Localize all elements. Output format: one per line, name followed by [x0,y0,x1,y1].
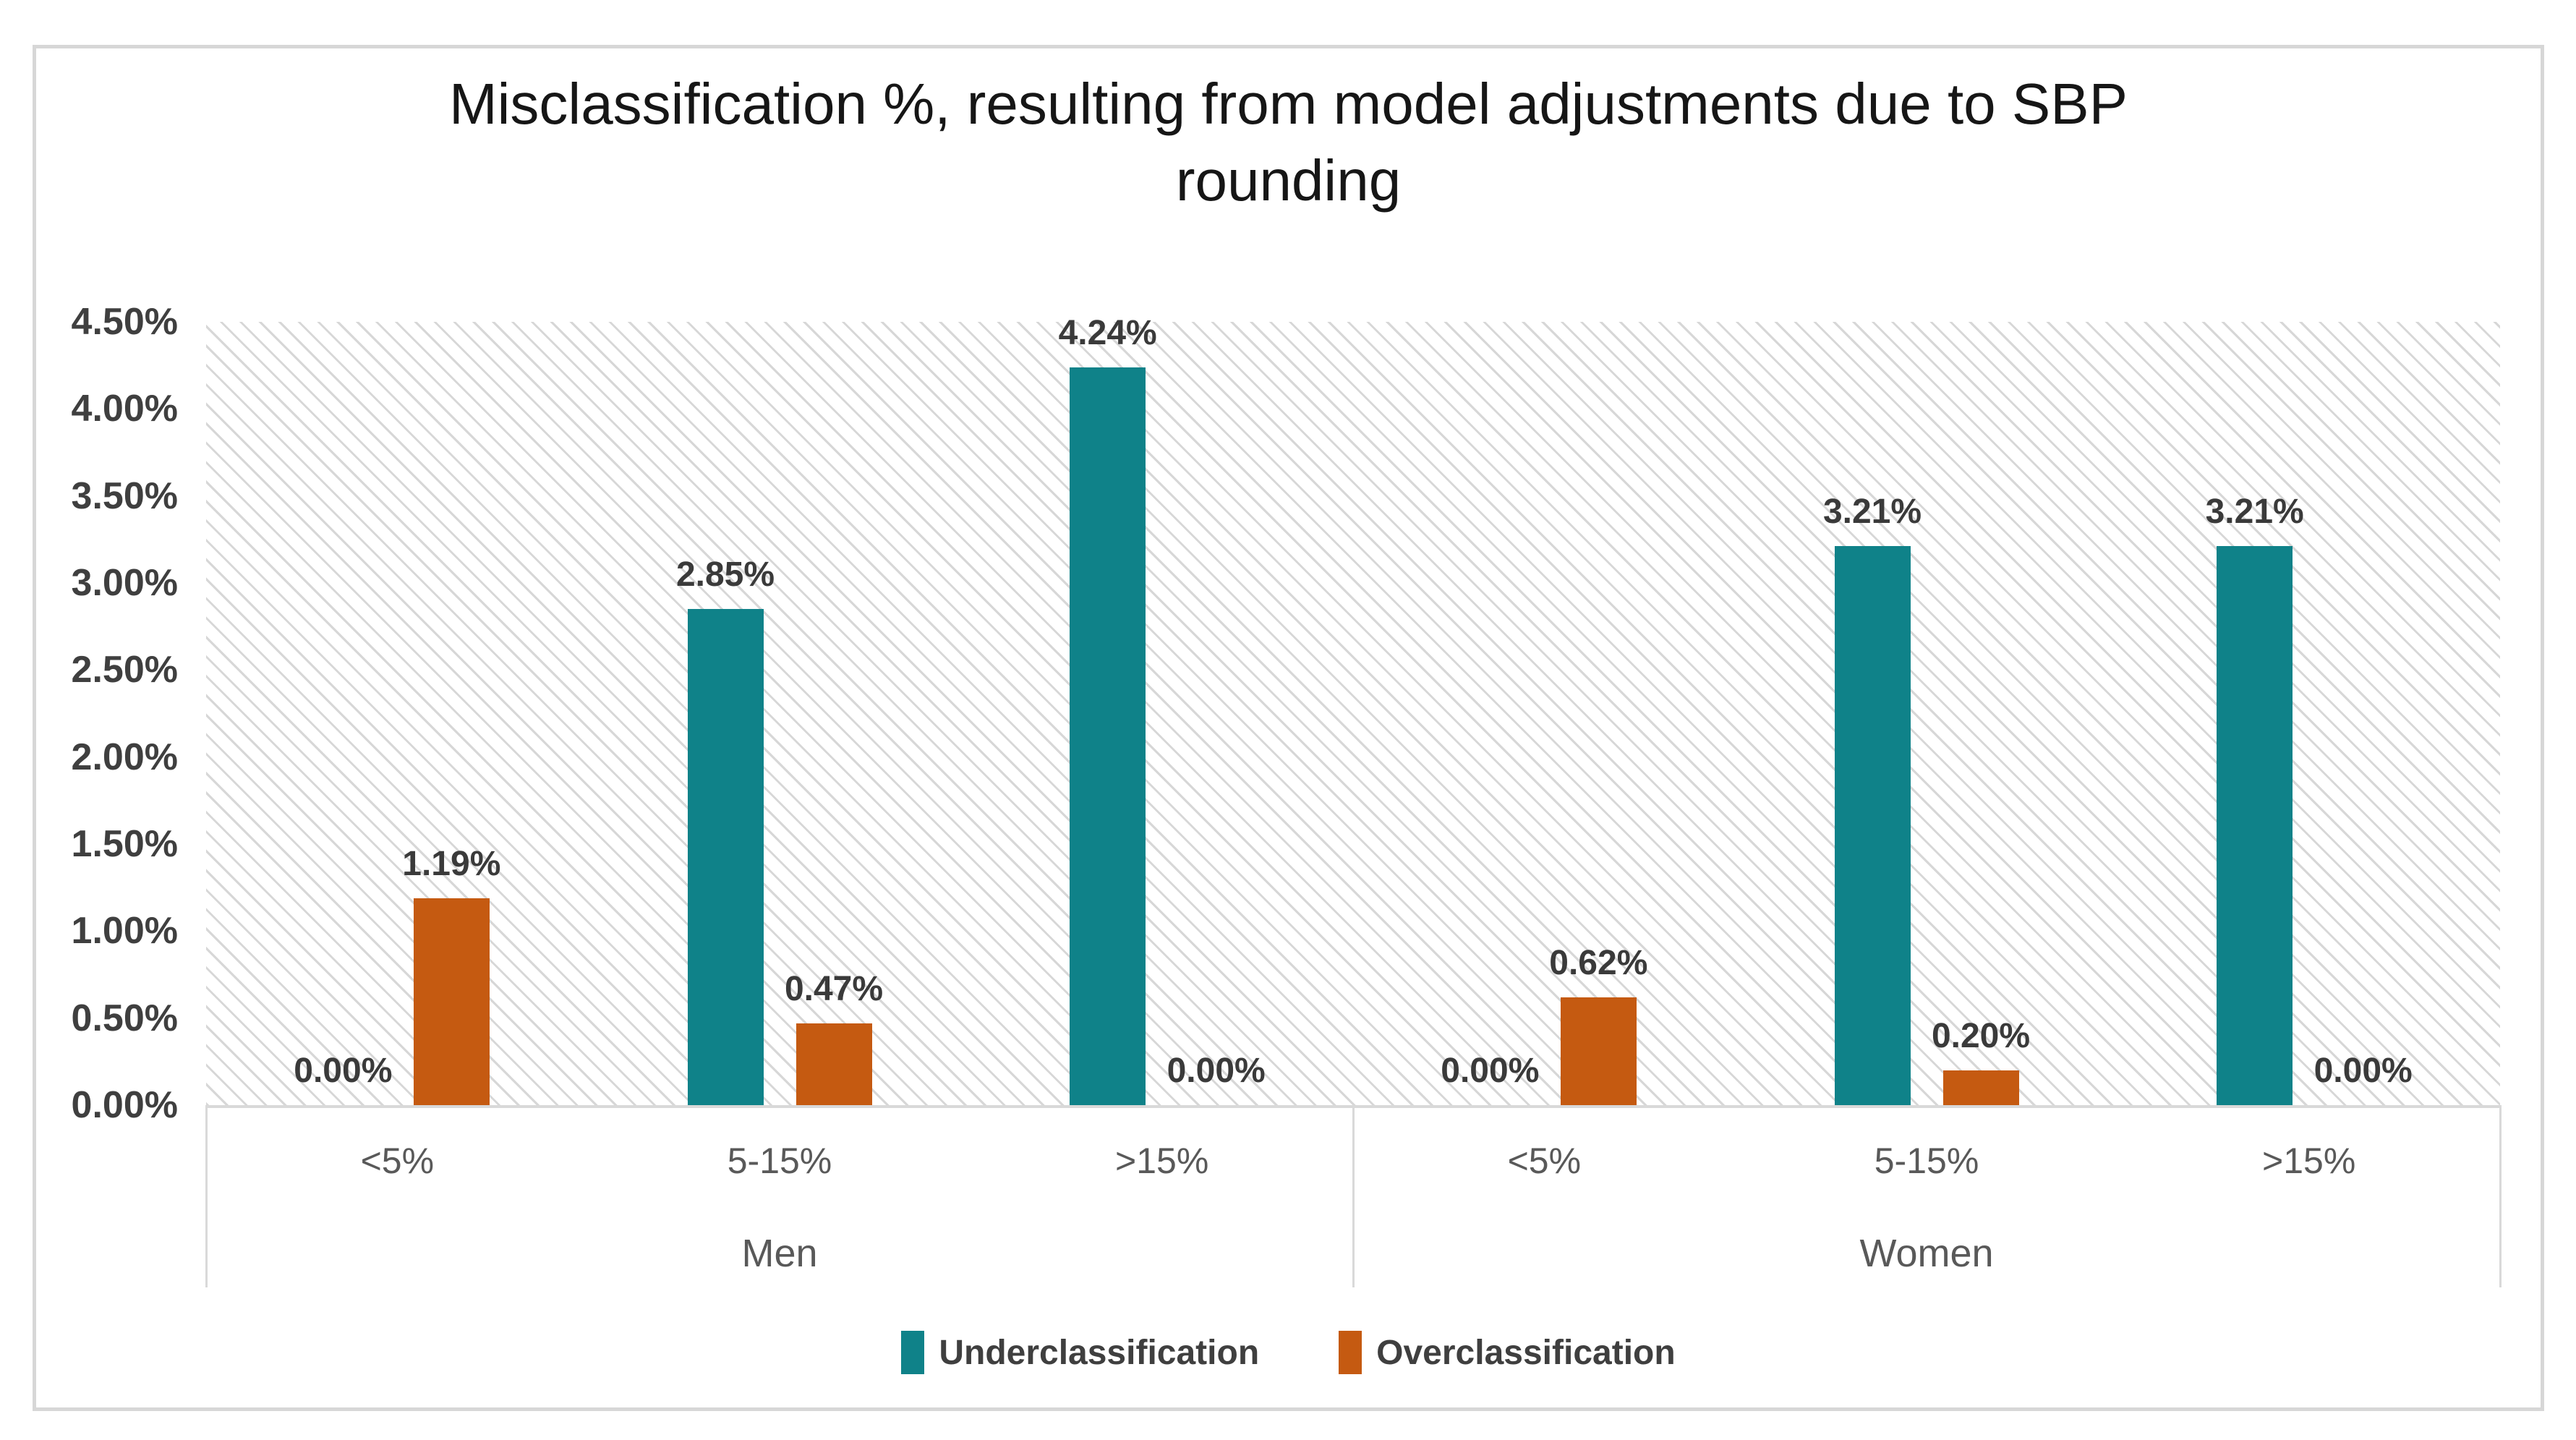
legend-item-underclassification: Underclassification [901,1331,1259,1374]
y-axis-tick-label-2-50pct: 2.50% [71,649,178,691]
axis-separator-0 [205,1105,208,1287]
legend-marker-underclassification [901,1331,925,1374]
y-axis-tick-label-0-00pct: 0.00% [71,1084,178,1126]
data-label-overclassification-men-gt-15pct: 0.00% [1167,1052,1266,1090]
y-axis-tick-label-2-00pct: 2.00% [71,736,178,778]
data-label-underclassification-women-5-15pct: 3.21% [1822,493,1922,531]
bar-overclassification-women-lt-5pct [1560,997,1637,1105]
y-axis-tick-label-3-50pct: 3.50% [71,474,178,517]
y-axis-tick-label-4-50pct: 4.50% [71,301,178,343]
bar-underclassification-men-5-15pct [687,609,764,1105]
y-axis-tick-label-1-50pct: 1.50% [71,823,178,865]
data-label-underclassification-men-gt-15pct: 4.24% [1058,314,1157,352]
plot-area: 0.00% 2.85% 4.24% 0.00% 3.21% 3.21% 1.19% 0.47%… [206,314,2500,1108]
data-label-overclassification-women-5-15pct: 0.20% [1931,1017,2031,1055]
legend-label-overclassification: Overclassification [1376,1333,1676,1372]
y-axis-tick-label-1-00pct: 1.00% [71,910,178,953]
data-label-overclassification-men-lt-5pct: 1.19% [402,845,501,883]
bar-underclassification-women-gt-15pct [2217,546,2293,1105]
data-label-underclassification-women-lt-5pct: 0.00% [1441,1052,1540,1090]
chart-title: Misclassification %, resulting from mode… [449,72,2128,213]
category-label-women-gt-15pct: >15% [2262,1141,2356,1181]
group-axis: Men Women [206,1214,2500,1293]
data-label-overclassification-men-5-15pct: 0.47% [784,970,884,1008]
chart-frame: Misclassification %, resulting from mode… [33,45,2544,1411]
axis-separator-2 [2499,1105,2502,1287]
bar-overclassification-men-5-15pct [796,1023,872,1105]
group-label-women: Women [1859,1232,1994,1275]
legend-marker-overclassification [1339,1331,1362,1374]
legend-label-underclassification: Underclassification [939,1333,1260,1372]
data-label-underclassification-men-5-15pct: 2.85% [675,555,775,594]
category-label-men-5-15pct: 5-15% [727,1141,832,1181]
category-label-men-lt-5pct: <5% [360,1141,435,1181]
y-axis-tick-label-4-00pct: 4.00% [71,388,178,430]
legend: Underclassification Overclassification [36,1313,2541,1392]
data-label-underclassification-women-gt-15pct: 3.21% [2205,493,2304,531]
category-label-men-gt-15pct: >15% [1115,1141,1209,1181]
y-axis: 4.50% 4.00% 3.50% 3.00% 2.50% 2.00% 1.50% 1.00%… [36,301,178,1126]
data-label-underclassification-men-lt-5pct: 0.00% [294,1052,393,1090]
bar-overclassification-men-lt-5pct [413,898,490,1105]
y-axis-tick-label-0-50pct: 0.50% [71,997,178,1039]
group-label-men: Men [741,1232,818,1275]
category-label-women-5-15pct: 5-15% [1874,1141,1979,1181]
data-label-overclassification-women-lt-5pct: 0.62% [1549,944,1648,982]
data-label-overclassification-women-gt-15pct: 0.00% [2313,1052,2413,1090]
category-axis: <5% 5-15% >15% <5% 5-15% >15% [206,1108,2500,1214]
category-label-women-lt-5pct: <5% [1507,1141,1582,1181]
legend-item-overclassification: Overclassification [1339,1331,1676,1374]
y-axis-tick-label-3-00pct: 3.00% [71,562,178,604]
bar-underclassification-men-gt-15pct [1070,367,1146,1105]
axis-separator-1 [1352,1105,1355,1287]
bar-underclassification-women-5-15pct [1834,546,1911,1105]
bar-overclassification-women-5-15pct [1942,1070,2019,1105]
